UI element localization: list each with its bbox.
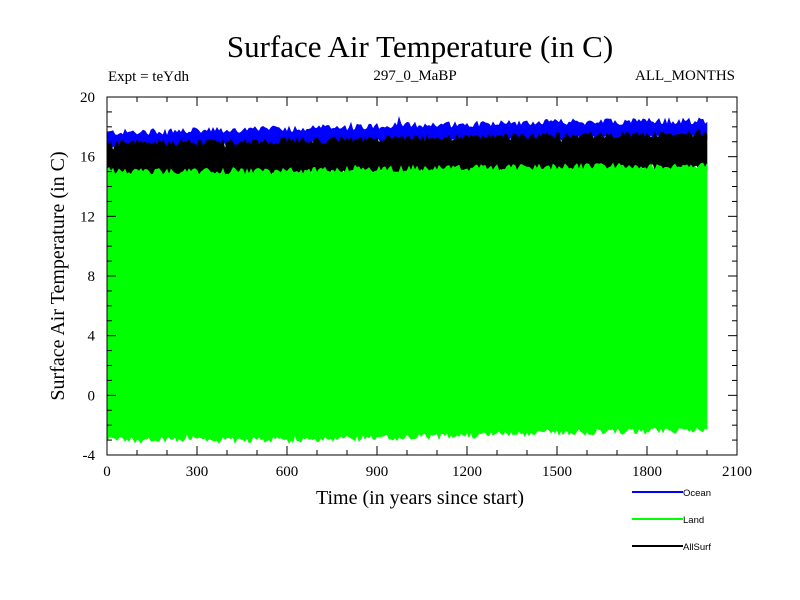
subtitle-right: ALL_MONTHS xyxy=(635,68,735,84)
x-tick-label: 1200 xyxy=(452,464,482,480)
legend-label-allsurf: AllSurf xyxy=(683,542,711,553)
y-tick-label: -4 xyxy=(83,448,96,464)
x-tick-label: 2100 xyxy=(722,464,752,480)
x-tick-label: 1800 xyxy=(632,464,662,480)
legend: Ocean Land AllSurf xyxy=(632,488,711,553)
subtitle-left: Expt = teYdh xyxy=(108,69,189,85)
y-axis-label: Surface Air Temperature (in C) xyxy=(47,151,69,400)
x-tick-label: 300 xyxy=(186,464,209,480)
plot-area xyxy=(106,116,708,445)
x-tick-label: 1500 xyxy=(542,464,572,480)
y-tick-label: 0 xyxy=(88,388,96,404)
y-tick-label: 20 xyxy=(80,90,95,106)
axes: 0 300 600 900 1200 1500 1800 2100 -4 0 4 8 12 16 20 xyxy=(80,90,752,480)
x-tick-label: 600 xyxy=(276,464,299,480)
subtitle-center: 297_0_MaBP xyxy=(373,68,456,84)
x-tick-label: 900 xyxy=(366,464,389,480)
y-tick-label: 8 xyxy=(88,269,96,285)
y-tick-label: 4 xyxy=(88,329,96,345)
series-land-band xyxy=(106,162,708,445)
x-tick-label: 0 xyxy=(103,464,111,480)
chart-title: Surface Air Temperature (in C) xyxy=(227,29,613,64)
legend-label-land: Land xyxy=(683,515,704,526)
y-tick-label: 16 xyxy=(80,150,96,166)
y-tick-label: 12 xyxy=(80,209,95,225)
x-axis-label: Time (in years since start) xyxy=(316,487,524,509)
legend-label-ocean: Ocean xyxy=(683,488,711,499)
